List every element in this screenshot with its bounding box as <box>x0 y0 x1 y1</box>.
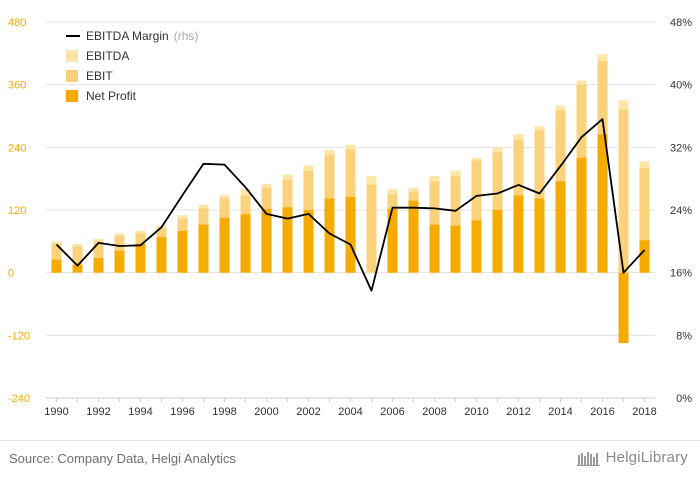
right-axis-tick-label: 40% <box>670 80 692 92</box>
ebit-bar <box>450 176 461 273</box>
brand-name: HelgiLibrary <box>605 449 688 466</box>
ebit-bar <box>639 168 650 273</box>
bar-series <box>51 54 650 344</box>
legend-label: EBITDA <box>86 49 129 63</box>
left-axis-tick-label: 120 <box>8 205 26 217</box>
left-axis-tick-label: 0 <box>8 268 14 280</box>
x-axis-tick-label: 2000 <box>254 406 278 418</box>
x-axis-tick-label: 1998 <box>212 406 236 418</box>
net-profit-bar <box>51 259 62 273</box>
net-profit-bar <box>576 157 587 273</box>
net-profit-bar <box>219 217 230 273</box>
net-profit-bar <box>555 181 566 273</box>
legend: EBITDA Margin (rhs) EBITDA EBIT Net Profit <box>66 29 198 103</box>
net-profit-bar <box>492 210 503 273</box>
x-axis-tick-label: 2006 <box>380 406 404 418</box>
x-axis-tick-label: 2004 <box>338 406 362 418</box>
brand-logo[interactable]: HelgiLibrary <box>576 449 688 466</box>
x-axis-tick-label: 2010 <box>464 406 488 418</box>
left-axis-tick-label: 480 <box>8 17 26 29</box>
x-axis-tick-label: 2018 <box>632 406 656 418</box>
ebit-bar <box>51 243 62 273</box>
x-axis: 1990 1992 1994 1996 1998 2000 2002 2004 2006 2008… <box>44 398 657 418</box>
net-profit-bar <box>93 258 104 273</box>
ebitda-margin-line <box>55 118 646 292</box>
net-profit-bar <box>303 210 314 273</box>
net-profit-bar <box>387 208 398 273</box>
legend-label: EBIT <box>86 69 113 83</box>
source-note: Source: Company Data, Helgi Analytics <box>9 451 236 466</box>
net-profit-bar <box>177 230 188 273</box>
net-profit-bar <box>408 200 419 273</box>
x-axis-tick-label: 1994 <box>128 406 152 418</box>
left-axis-tick-label: 360 <box>8 80 26 92</box>
x-axis-tick-label: 2002 <box>296 406 320 418</box>
right-axis-tick-label: 8% <box>676 330 692 342</box>
right-axis-tick-label: 32% <box>670 142 692 154</box>
right-axis: 0% 8% 16% 24% 32% 40% 48% <box>670 17 692 405</box>
ebit-bar <box>366 184 377 273</box>
left-axis-tick-label: 240 <box>8 142 26 154</box>
chart-canvas: -240 -120 0 120 240 360 480 0% 8% 16% 24% 32% 40% 48… <box>8 17 692 418</box>
left-axis: -240 -120 0 120 240 360 480 <box>8 17 30 405</box>
right-axis-tick-label: 0% <box>676 393 692 405</box>
net-profit-bar <box>72 264 83 273</box>
left-axis-tick-label: -120 <box>8 330 30 342</box>
net-profit-bar <box>471 220 482 273</box>
net-profit-bar <box>345 196 356 273</box>
net-profit-bar <box>240 214 251 273</box>
right-axis-tick-label: 48% <box>670 17 692 29</box>
x-axis-tick-label: 1990 <box>44 406 68 418</box>
x-axis-tick-label: 2016 <box>590 406 614 418</box>
legend-note: (rhs) <box>174 29 199 43</box>
ebit-bar <box>471 160 482 273</box>
net-profit-bar <box>450 225 461 273</box>
right-axis-tick-label: 16% <box>670 268 692 280</box>
net-profit-bar <box>534 198 545 273</box>
ebit-bar <box>93 241 104 273</box>
net-profit-bar <box>324 198 335 273</box>
footer-divider <box>0 440 700 441</box>
net-profit-bar <box>156 237 167 273</box>
legend-label: EBITDA Margin <box>86 29 169 43</box>
legend-swatch <box>66 90 78 102</box>
x-axis-tick-label: 2008 <box>422 406 446 418</box>
x-axis-tick-label: 1992 <box>86 406 110 418</box>
net-profit-bar <box>114 250 125 273</box>
net-profit-bar <box>282 207 293 273</box>
legend-swatch <box>66 50 78 62</box>
net-profit-bar <box>597 134 608 273</box>
x-axis-tick-label: 1996 <box>170 406 194 418</box>
ebit-bar <box>72 246 83 273</box>
left-axis-tick-label: -240 <box>8 393 30 405</box>
net-profit-bar <box>618 272 629 344</box>
net-profit-bar <box>513 195 524 273</box>
right-axis-tick-label: 24% <box>670 205 692 217</box>
library-icon <box>576 451 600 466</box>
ebit-bar <box>618 109 629 273</box>
net-profit-bar <box>261 208 272 273</box>
legend-label: Net Profit <box>86 89 137 103</box>
x-axis-tick-label: 2012 <box>506 406 530 418</box>
x-axis-tick-label: 2014 <box>548 406 572 418</box>
legend-swatch <box>66 70 78 82</box>
net-profit-bar <box>198 224 209 273</box>
net-profit-bar <box>429 224 440 273</box>
net-profit-bar <box>639 240 650 273</box>
net-profit-bar <box>135 243 146 273</box>
margin-line-series <box>55 118 646 292</box>
